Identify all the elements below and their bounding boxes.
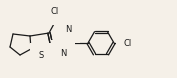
Text: N: N [65, 26, 71, 34]
Text: N: N [60, 49, 66, 57]
Text: Cl: Cl [51, 7, 59, 17]
Text: S: S [38, 51, 44, 61]
Text: Cl: Cl [124, 39, 132, 48]
